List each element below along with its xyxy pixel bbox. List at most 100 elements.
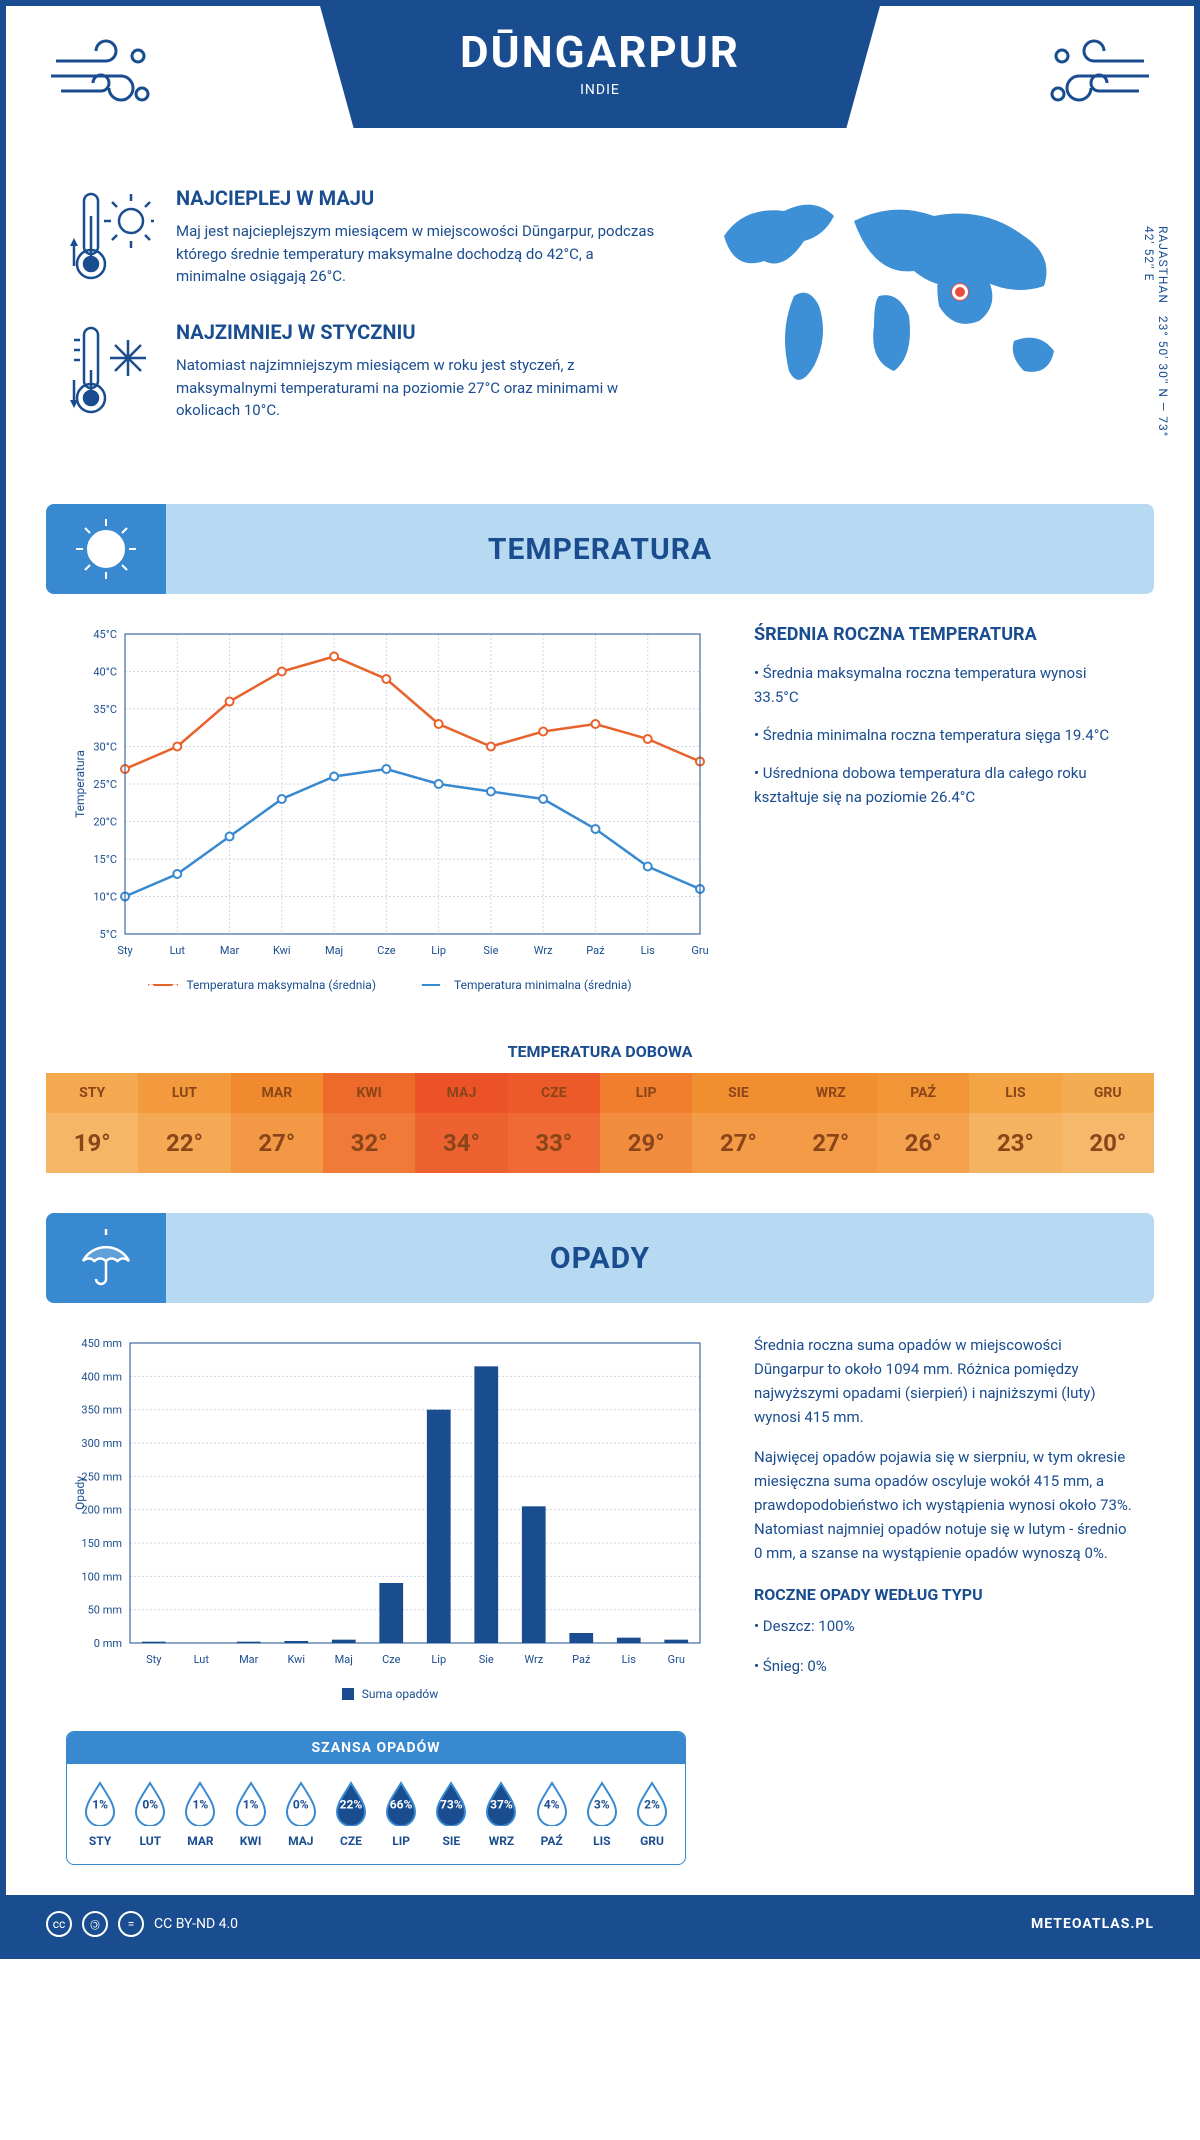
svg-text:Lip: Lip xyxy=(431,1653,446,1666)
svg-text:5°C: 5°C xyxy=(100,928,117,941)
fact-cold-title: NAJZIMNIEJ W STYCZNIU xyxy=(176,320,664,344)
svg-text:Gru: Gru xyxy=(691,944,708,957)
daily-title: TEMPERATURA DOBOWA xyxy=(6,1042,1194,1061)
svg-text:350 mm: 350 mm xyxy=(81,1404,122,1417)
map-column: RAJASTHAN 23° 50' 30'' N — 73° 42' 52'' … xyxy=(704,186,1134,454)
precipitation-chance-box: SZANSA OPADÓW 1% STY 0% LUT 1% MAR 1% KW… xyxy=(66,1731,686,1865)
drop-icon: 0% xyxy=(132,1780,168,1826)
svg-text:Kwi: Kwi xyxy=(273,944,291,957)
summary-item: • Średnia maksymalna roczna temperatura … xyxy=(754,661,1134,709)
drop-icon: 22% xyxy=(333,1780,369,1826)
temperature-header: TEMPERATURA xyxy=(46,504,1154,594)
svg-text:Paź: Paź xyxy=(572,1653,591,1666)
fact-cold-text: Natomiast najzimniejszym miesiącem w rok… xyxy=(176,354,664,422)
svg-text:400 mm: 400 mm xyxy=(81,1370,122,1383)
svg-text:150 mm: 150 mm xyxy=(81,1537,122,1550)
chance-item: 1% KWI xyxy=(226,1780,276,1848)
daily-col: SIE 27° xyxy=(692,1073,784,1173)
svg-text:Sty: Sty xyxy=(117,944,133,957)
drop-icon: 73% xyxy=(433,1780,469,1826)
svg-text:Wrz: Wrz xyxy=(524,1653,543,1666)
infographic-page: DŪNGARPUR INDIE NAJCIEPLEJ W MAJU Maj je… xyxy=(0,0,1200,1959)
site-name: METEOATLAS.PL xyxy=(1031,1916,1154,1932)
license-block: cc 🄯 = CC BY-ND 4.0 xyxy=(46,1911,238,1937)
section-title: TEMPERATURA xyxy=(488,532,712,567)
svg-text:Lut: Lut xyxy=(170,944,186,957)
chance-title: SZANSA OPADÓW xyxy=(67,1732,685,1764)
daily-col: LUT 22° xyxy=(138,1073,230,1173)
sun-icon xyxy=(46,504,166,594)
location-marker xyxy=(952,284,968,300)
svg-text:100 mm: 100 mm xyxy=(81,1570,122,1583)
footer: cc 🄯 = CC BY-ND 4.0 METEOATLAS.PL xyxy=(6,1895,1194,1953)
svg-text:45°C: 45°C xyxy=(93,628,117,641)
svg-text:Kwi: Kwi xyxy=(287,1653,305,1666)
svg-text:25°C: 25°C xyxy=(93,778,117,791)
coordinates: RAJASTHAN 23° 50' 30'' N — 73° 42' 52'' … xyxy=(1142,226,1170,454)
world-map xyxy=(704,186,1084,406)
svg-text:0 mm: 0 mm xyxy=(94,1637,122,1650)
fact-hot: NAJCIEPLEJ W MAJU Maj jest najcieplejszy… xyxy=(66,186,664,290)
drop-icon: 4% xyxy=(534,1780,570,1826)
precipitation-body: 0 mm 50 mm 100 mm 150 mm 200 mm 250 mm 300 mm 3… xyxy=(6,1333,1194,1731)
thermometer-hot-icon xyxy=(66,186,156,290)
chance-item: 0% LUT xyxy=(125,1780,175,1848)
drop-icon: 1% xyxy=(82,1780,118,1826)
fact-cold: NAJZIMNIEJ W STYCZNIU Natomiast najzimni… xyxy=(66,320,664,424)
header: DŪNGARPUR INDIE xyxy=(6,6,1194,166)
intro-section: NAJCIEPLEJ W MAJU Maj jest najcieplejszy… xyxy=(6,166,1194,494)
svg-text:250 mm: 250 mm xyxy=(81,1470,122,1483)
svg-text:Paź: Paź xyxy=(586,944,605,957)
svg-text:Sty: Sty xyxy=(146,1653,162,1666)
svg-text:450 mm: 450 mm xyxy=(81,1337,122,1350)
umbrella-icon xyxy=(46,1213,166,1303)
section-title: OPADY xyxy=(550,1241,650,1276)
city-title: DŪNGARPUR xyxy=(340,26,860,78)
svg-text:15°C: 15°C xyxy=(93,853,117,866)
bytype-item: • Deszcz: 100% xyxy=(754,1614,1134,1638)
svg-text:Mar: Mar xyxy=(239,1653,259,1666)
daily-col: MAR 27° xyxy=(231,1073,323,1173)
drop-icon: 1% xyxy=(233,1780,269,1826)
svg-text:50 mm: 50 mm xyxy=(88,1604,122,1617)
svg-text:Mar: Mar xyxy=(220,944,240,957)
svg-text:Lip: Lip xyxy=(431,944,446,957)
drop-icon: 0% xyxy=(283,1780,319,1826)
daily-col: WRZ 27° xyxy=(785,1073,877,1173)
fact-hot-text: Maj jest najcieplejszym miesiącem w miej… xyxy=(176,220,664,288)
chance-item: 73% SIE xyxy=(426,1780,476,1848)
svg-text:Cze: Cze xyxy=(382,1653,401,1666)
daily-col: CZE 33° xyxy=(508,1073,600,1173)
precipitation-text: Średnia roczna suma opadów w miejscowośc… xyxy=(754,1333,1134,1701)
wind-icon xyxy=(1044,36,1154,120)
daily-col: KWI 32° xyxy=(323,1073,415,1173)
svg-text:Lis: Lis xyxy=(641,944,656,957)
svg-text:10°C: 10°C xyxy=(93,891,117,904)
svg-text:200 mm: 200 mm xyxy=(81,1504,122,1517)
drop-icon: 37% xyxy=(483,1780,519,1826)
facts-column: NAJCIEPLEJ W MAJU Maj jest najcieplejszy… xyxy=(66,186,664,454)
temperature-body: 5°C10°C15°C20°C25°C30°C35°C40°C45°CStyLu… xyxy=(6,624,1194,1022)
drop-icon: 66% xyxy=(383,1780,419,1826)
daily-col: PAŹ 26° xyxy=(877,1073,969,1173)
temperature-chart: 5°C10°C15°C20°C25°C30°C35°C40°C45°CStyLu… xyxy=(66,624,714,992)
chance-item: 22% CZE xyxy=(326,1780,376,1848)
title-banner: DŪNGARPUR INDIE xyxy=(320,6,880,128)
svg-text:20°C: 20°C xyxy=(93,816,117,829)
svg-text:35°C: 35°C xyxy=(93,703,117,716)
svg-text:Maj: Maj xyxy=(325,944,343,957)
temperature-summary: ŚREDNIA ROCZNA TEMPERATURA • Średnia mak… xyxy=(754,624,1134,992)
thermometer-cold-icon xyxy=(66,320,156,424)
daily-col: STY 19° xyxy=(46,1073,138,1173)
drop-icon: 2% xyxy=(634,1780,670,1826)
by-icon: 🄯 xyxy=(82,1911,108,1937)
svg-text:40°C: 40°C xyxy=(93,666,117,679)
svg-text:Opady: Opady xyxy=(73,1476,87,1510)
svg-text:Sie: Sie xyxy=(479,1653,494,1666)
wind-icon xyxy=(46,36,156,120)
svg-text:300 mm: 300 mm xyxy=(81,1437,122,1450)
summary-item: • Uśredniona dobowa temperatura dla całe… xyxy=(754,761,1134,809)
svg-text:Wrz: Wrz xyxy=(534,944,553,957)
daily-col: LIP 29° xyxy=(600,1073,692,1173)
chance-item: 3% LIS xyxy=(577,1780,627,1848)
